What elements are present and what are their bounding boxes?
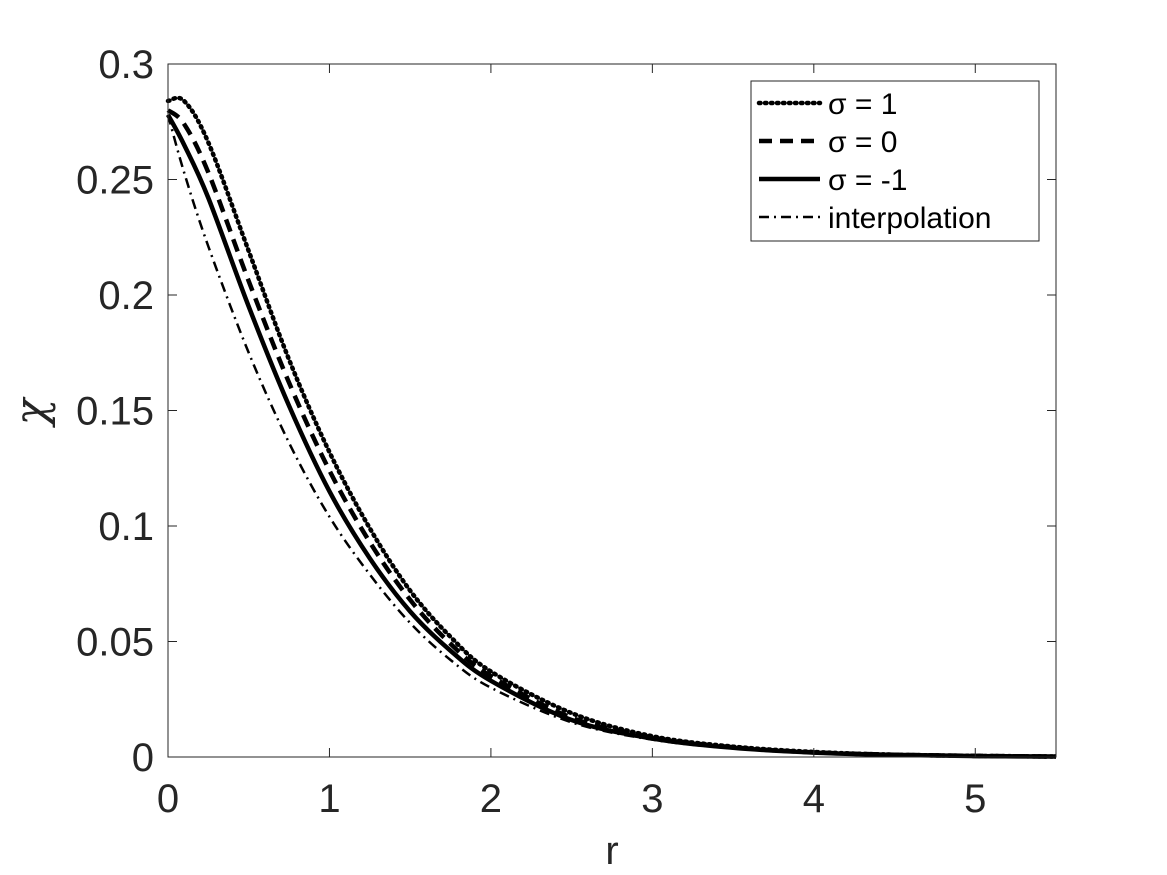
x-tick-label: 1: [318, 777, 340, 821]
x-axis-ticks: 0 1 2 3 4 5: [157, 64, 986, 821]
series-line-3: [166, 114, 1057, 758]
y-axis-label: χ: [6, 396, 57, 428]
series-line-2: [166, 113, 1057, 759]
x-tick-label: 3: [641, 777, 663, 821]
y-tick-label: 0.05: [76, 621, 154, 665]
x-tick-label: 4: [803, 777, 825, 821]
legend-label-3: interpolation: [828, 202, 991, 235]
y-tick-label: 0.15: [76, 390, 154, 434]
x-tick-label: 0: [157, 777, 179, 821]
legend-box: [750, 80, 1040, 242]
legend: σ = 1 σ = 0 σ = -1 interpolation: [750, 80, 1040, 242]
x-tick-label: 2: [480, 777, 502, 821]
legend-label-1: σ = 0: [828, 126, 897, 159]
legend-label-0: σ = 1: [828, 88, 897, 121]
y-tick-label: 0.1: [98, 505, 154, 549]
y-tick-label: 0.2: [98, 274, 154, 318]
x-axis-label: r: [605, 829, 618, 873]
x-tick-label: 5: [964, 777, 986, 821]
legend-label-2: σ = -1: [828, 164, 907, 197]
curves-group: [165, 95, 1059, 759]
y-tick-label: 0: [132, 736, 154, 780]
y-tick-label: 0.25: [76, 159, 154, 203]
y-axis-ticks: 0 0.05 0.1 0.15 0.2 0.25 0.3: [76, 43, 1056, 780]
y-tick-label: 0.3: [98, 43, 154, 87]
